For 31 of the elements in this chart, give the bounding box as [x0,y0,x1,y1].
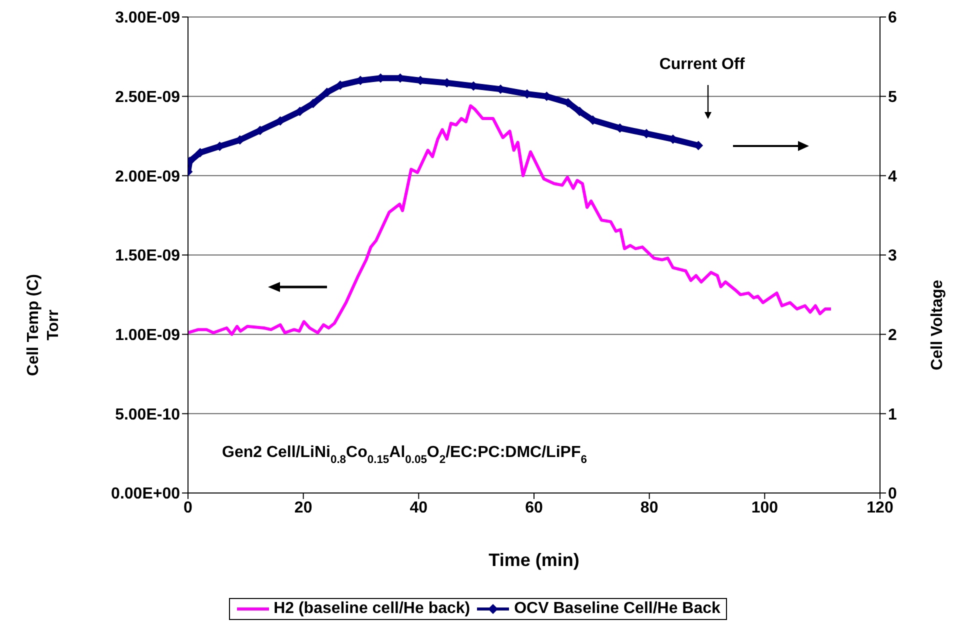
y-tick-label: 2.00E-09 [115,168,180,186]
line-series [188,104,832,336]
x-tick-label: 40 [410,499,428,516]
point [308,98,318,108]
y-tick-label: 5.00E-10 [115,406,180,424]
y2-tick-label: 6 [888,10,897,27]
y-axis-title: Cell Temp (C) Torr [25,274,62,376]
x-tick-label: 120 [866,499,894,516]
y-tick-label: 1.50E-09 [115,248,180,265]
x-tick-label: 20 [294,499,312,516]
y2-tick-label: 2 [888,327,897,344]
legend-label: H2 (baseline cell/He back) [274,600,470,618]
x-axis-title: Time (min) [488,550,580,570]
y2-tick-label: 3 [888,248,897,265]
annotation: Current Off [659,56,746,73]
y-tick-label: 2.50E-09 [115,89,180,106]
y2-axis-title: Cell Voltage [929,280,946,370]
y2-tick-label: 1 [888,406,897,424]
y-tick-label: 1.00E-09 [115,327,180,344]
legend-label: OCV Baseline Cell/He Back [514,600,720,618]
y-tick-label: 0.00E+00 [111,486,180,503]
point [322,88,332,97]
y2-tick-label: 5 [888,89,897,106]
x-tick-label: 60 [525,499,543,516]
text: Gen2 Cell/LiNi$_{0.8}$Co$_{0.15}$Al$_{0.05}$O$_{2}$/EC:PC:DMC/LiPF$_{6}$ [222,444,587,466]
y-tick-label: 3.00E-09 [115,10,180,27]
x-tick-label: 100 [751,499,778,516]
y2-tick-label: 4 [888,168,897,186]
point [575,106,584,116]
x-tick-label: 0 [184,499,193,516]
x-tick-label: 80 [640,499,658,516]
